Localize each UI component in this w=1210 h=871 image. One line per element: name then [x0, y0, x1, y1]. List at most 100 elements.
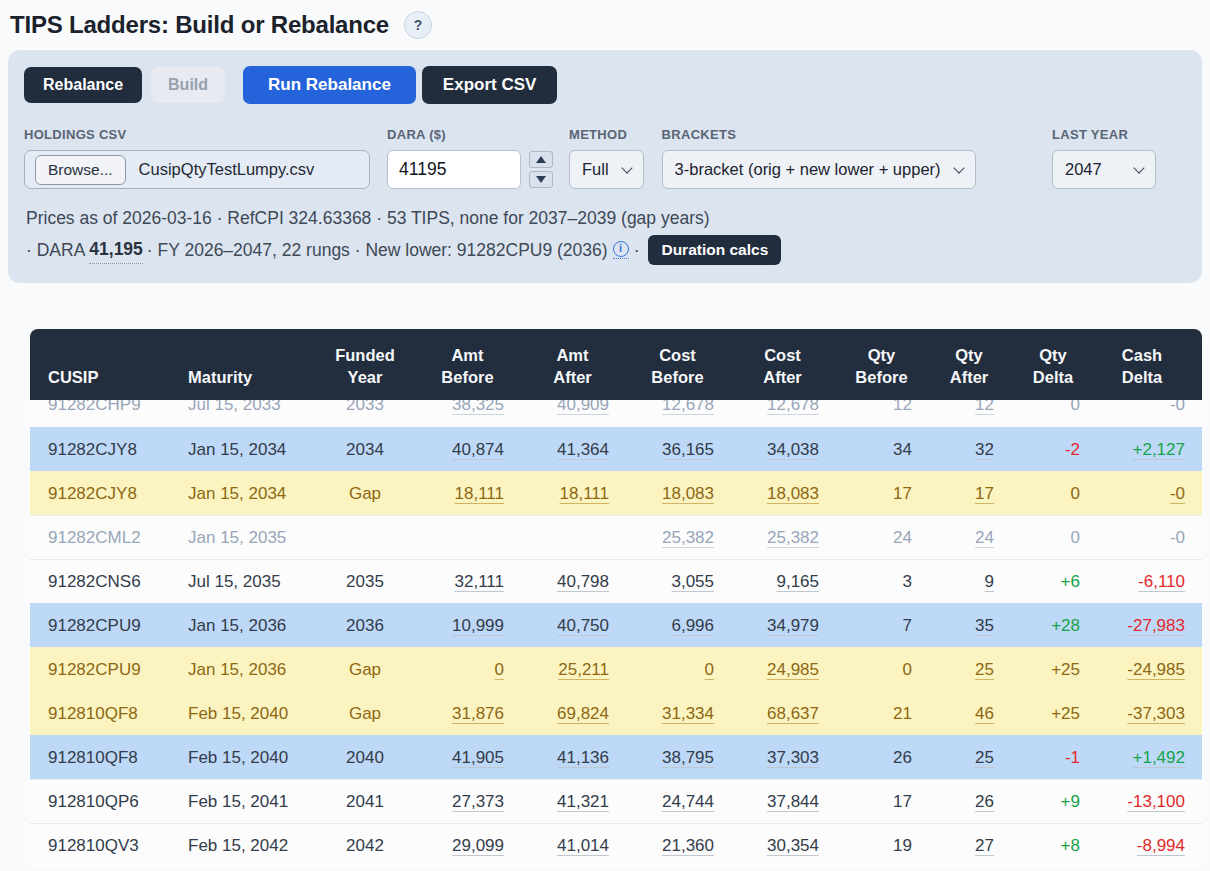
cell-amt-before: 27,373	[415, 792, 520, 812]
cell-amt-after: 18,111	[520, 484, 625, 504]
form-fields: HOLDINGS CSV Browse... CusipQtyTestLumpy…	[24, 127, 1186, 189]
cell-cusip: 912810QF8	[30, 748, 170, 768]
column-header: QtyAfter	[928, 345, 1010, 389]
table-row: 91282CML2Jan 15, 203525,38225,38224240-0	[30, 515, 1202, 559]
spinner-down-button[interactable]	[529, 171, 553, 188]
cell-funded-year: 2035	[315, 572, 415, 592]
duration-calcs-button[interactable]: Duration calcs	[648, 235, 781, 265]
cell-cusip: 91282CPU9	[30, 616, 170, 636]
cell-qty-after: 25	[928, 748, 1010, 768]
cell-cost-after: 9,165	[730, 572, 835, 592]
brackets-select[interactable]: 3-bracket (orig + new lower + upper)	[662, 150, 976, 189]
column-header: QtyBefore	[835, 345, 928, 389]
cell-cash-delta: -0	[1096, 484, 1202, 504]
cell-qty-after: 17	[928, 484, 1010, 504]
status-area: Prices as of 2026-03-16 · RefCPI 324.633…	[24, 206, 1186, 265]
method-value: Full	[582, 160, 609, 179]
column-header: CostAfter	[730, 345, 835, 389]
info-link[interactable]: i	[613, 241, 629, 259]
cell-cash-delta: +2,127	[1096, 440, 1202, 460]
table-row: 912810QF8Feb 15, 2040Gap31,87669,82431,3…	[30, 691, 1202, 735]
cell-maturity: Feb 15, 2042	[170, 836, 315, 856]
run-rebalance-button[interactable]: Run Rebalance	[243, 66, 416, 104]
table-header-row: CUSIPMaturityFundedYearAmtBeforeAmtAfter…	[30, 329, 1202, 400]
dara-input[interactable]	[387, 150, 521, 189]
cell-qty-delta: -2	[1010, 440, 1096, 460]
cell-qty-before: 17	[835, 484, 928, 504]
column-header: CostBefore	[625, 345, 730, 389]
cell-qty-delta: 0	[1010, 528, 1096, 548]
column-header: CashDelta	[1096, 345, 1202, 389]
cell-qty-after: 46	[928, 704, 1010, 724]
cell-cash-delta: -27,983	[1096, 616, 1202, 636]
cell-cash-delta: -8,994	[1096, 836, 1202, 856]
cell-amt-after: 41,364	[520, 440, 625, 460]
cell-cusip: 91282CML2	[30, 528, 170, 548]
file-input[interactable]: Browse... CusipQtyTestLumpy.csv	[24, 150, 370, 189]
cell-funded-year: 2040	[315, 748, 415, 768]
file-name: CusipQtyTestLumpy.csv	[139, 160, 315, 179]
cell-cusip: 91282CNS6	[30, 572, 170, 592]
method-label: METHOD	[569, 127, 644, 142]
arrow-down-icon	[536, 176, 546, 183]
chevron-down-icon	[953, 162, 964, 173]
cell-amt-before: 18,111	[415, 484, 520, 504]
cell-amt-after: 40,750	[520, 616, 625, 636]
cell-maturity: Feb 15, 2040	[170, 704, 315, 724]
cell-qty-delta: +28	[1010, 616, 1096, 636]
table-row: 912810QF8Feb 15, 2040204041,90541,13638,…	[30, 735, 1202, 779]
cell-qty-before: 7	[835, 616, 928, 636]
page-title: TIPS Ladders: Build or Rebalance	[10, 11, 389, 39]
cell-maturity: Jan 15, 2036	[170, 660, 315, 680]
last-year-field: LAST YEAR 2047	[1052, 127, 1156, 189]
cell-cost-after: 37,844	[730, 792, 835, 812]
table-row: 91282CJY8Jan 15, 2034203440,87441,36436,…	[30, 427, 1202, 471]
cell-qty-delta: 0	[1010, 484, 1096, 504]
cell-cost-before: 24,744	[625, 792, 730, 812]
cell-qty-delta: +9	[1010, 792, 1096, 812]
dara-label: DARA ($)	[387, 127, 553, 142]
cell-qty-after: 32	[928, 440, 1010, 460]
cell-maturity: Feb 15, 2041	[170, 792, 315, 812]
cell-cost-before: 31,334	[625, 704, 730, 724]
cell-qty-after: 27	[928, 836, 1010, 856]
cell-cost-before: 21,360	[625, 836, 730, 856]
cell-qty-after: 25	[928, 660, 1010, 680]
cell-qty-after: 35	[928, 616, 1010, 636]
browse-button[interactable]: Browse...	[35, 155, 126, 185]
cell-cost-after: 25,382	[730, 528, 835, 548]
cell-cash-delta: -13,100	[1096, 792, 1202, 812]
cell-cash-delta: +1,492	[1096, 748, 1202, 768]
table-row: 91282CPU9Jan 15, 2036203610,99940,7506,9…	[30, 603, 1202, 647]
cell-amt-before: 32,111	[415, 572, 520, 592]
cell-funded-year: Gap	[315, 704, 415, 724]
status-separator: ·	[634, 238, 640, 263]
export-csv-button[interactable]: Export CSV	[422, 66, 558, 104]
cell-cost-after: 37,303	[730, 748, 835, 768]
mode-rebalance-button[interactable]: Rebalance	[24, 67, 142, 103]
cell-cost-before: 25,382	[625, 528, 730, 548]
cell-qty-delta: +6	[1010, 572, 1096, 592]
cell-qty-delta: +25	[1010, 704, 1096, 724]
method-select[interactable]: Full	[569, 150, 644, 189]
cell-qty-before: 0	[835, 660, 928, 680]
mode-build-button[interactable]: Build	[151, 67, 225, 103]
status-mid-text: · FY 2026–2047, 22 rungs · New lower: 91…	[147, 238, 608, 263]
column-header: CUSIP	[30, 367, 170, 389]
cell-maturity: Jan 15, 2034	[170, 484, 315, 504]
column-header: AmtAfter	[520, 345, 625, 389]
last-year-select[interactable]: 2047	[1052, 150, 1156, 189]
help-button[interactable]: ?	[404, 11, 432, 39]
status-line-1: Prices as of 2026-03-16 · RefCPI 324.633…	[26, 206, 1186, 231]
spinner-up-button[interactable]	[529, 151, 553, 168]
table-body: 91282CHP9Jul 15, 2033203338,32540,90912,…	[30, 383, 1202, 867]
cell-cost-after: 34,038	[730, 440, 835, 460]
cell-funded-year: 2036	[315, 616, 415, 636]
cell-qty-before: 19	[835, 836, 928, 856]
cell-maturity: Feb 15, 2040	[170, 748, 315, 768]
table-row: 912810QP6Feb 15, 2041204127,37341,32124,…	[30, 779, 1202, 823]
brackets-value: 3-bracket (orig + new lower + upper)	[675, 160, 941, 179]
holdings-field: HOLDINGS CSV Browse... CusipQtyTestLumpy…	[24, 127, 370, 189]
cell-qty-after: 24	[928, 528, 1010, 548]
cell-cash-delta: -37,303	[1096, 704, 1202, 724]
